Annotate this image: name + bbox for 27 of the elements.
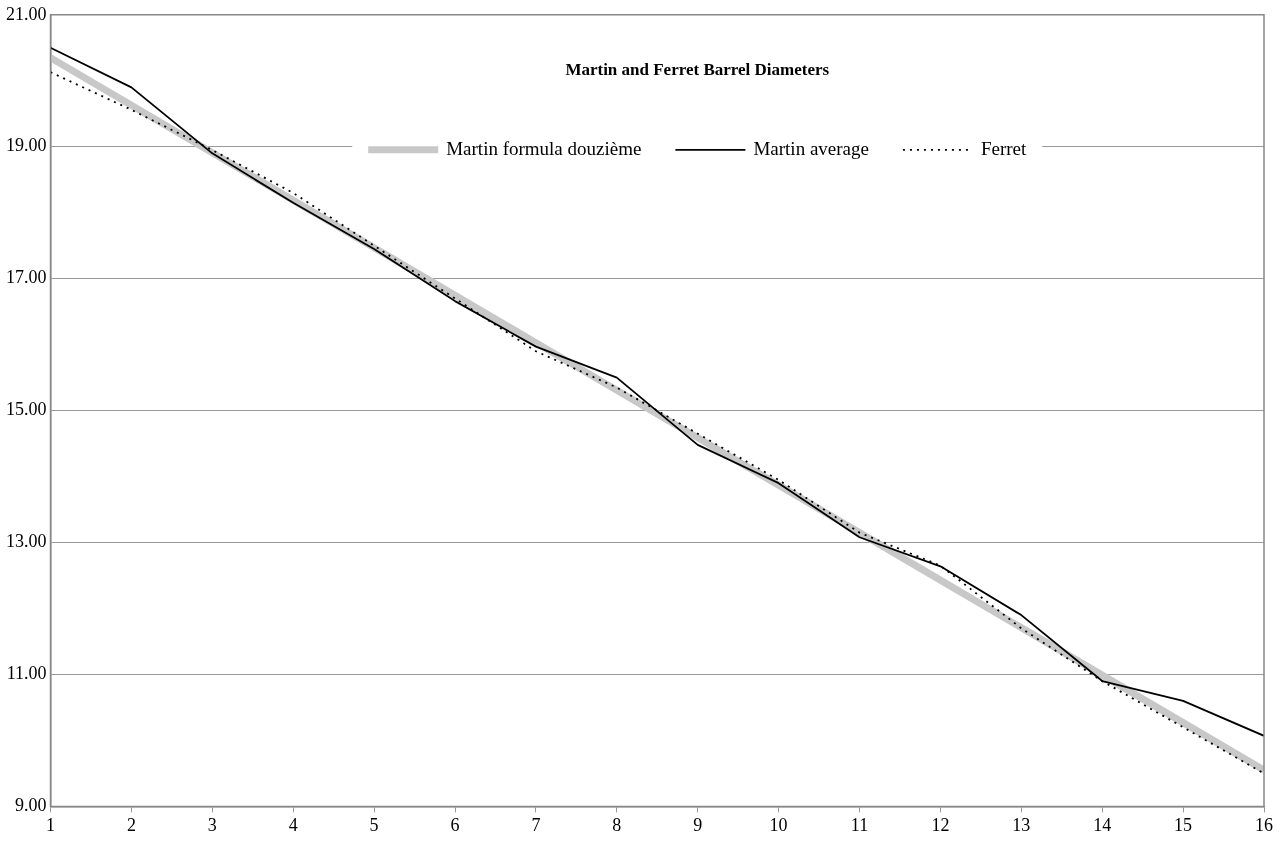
x-tick-label: 1 (46, 814, 55, 835)
y-tick-label: 11.00 (6, 663, 47, 684)
y-tick-label: 9.00 (15, 795, 47, 816)
x-tick-label: 6 (450, 814, 460, 835)
y-tick-label: 21.00 (6, 3, 47, 24)
y-tick-label: 15.00 (6, 399, 47, 420)
x-tick-label: 2 (126, 814, 136, 835)
x-tick-label: 15 (1174, 814, 1193, 835)
x-tick-label: 3 (207, 814, 217, 835)
x-tick-label: 13 (1012, 814, 1031, 835)
x-tick-label: 12 (931, 814, 950, 835)
x-tick-label: 9 (693, 814, 703, 835)
x-tick-label: 5 (369, 814, 379, 835)
x-tick-label: 10 (769, 814, 788, 835)
y-tick-label: 19.00 (6, 135, 47, 156)
y-tick-label: 13.00 (6, 531, 47, 552)
x-tick-label: 16 (1255, 814, 1273, 835)
legend-label: Ferret (980, 137, 1028, 159)
legend-label: Martin average (753, 137, 869, 159)
x-tick-label: 11 (850, 814, 869, 835)
x-tick-label: 8 (612, 814, 622, 835)
x-tick-label: 4 (288, 814, 298, 835)
text: Martin and Ferret Barrel Diameters (565, 60, 830, 80)
y-tick-label: 17.00 (6, 267, 47, 288)
legend-label: Martin formula douzième (446, 137, 642, 159)
x-tick-label: 7 (531, 814, 541, 835)
x-tick-label: 14 (1093, 814, 1112, 835)
